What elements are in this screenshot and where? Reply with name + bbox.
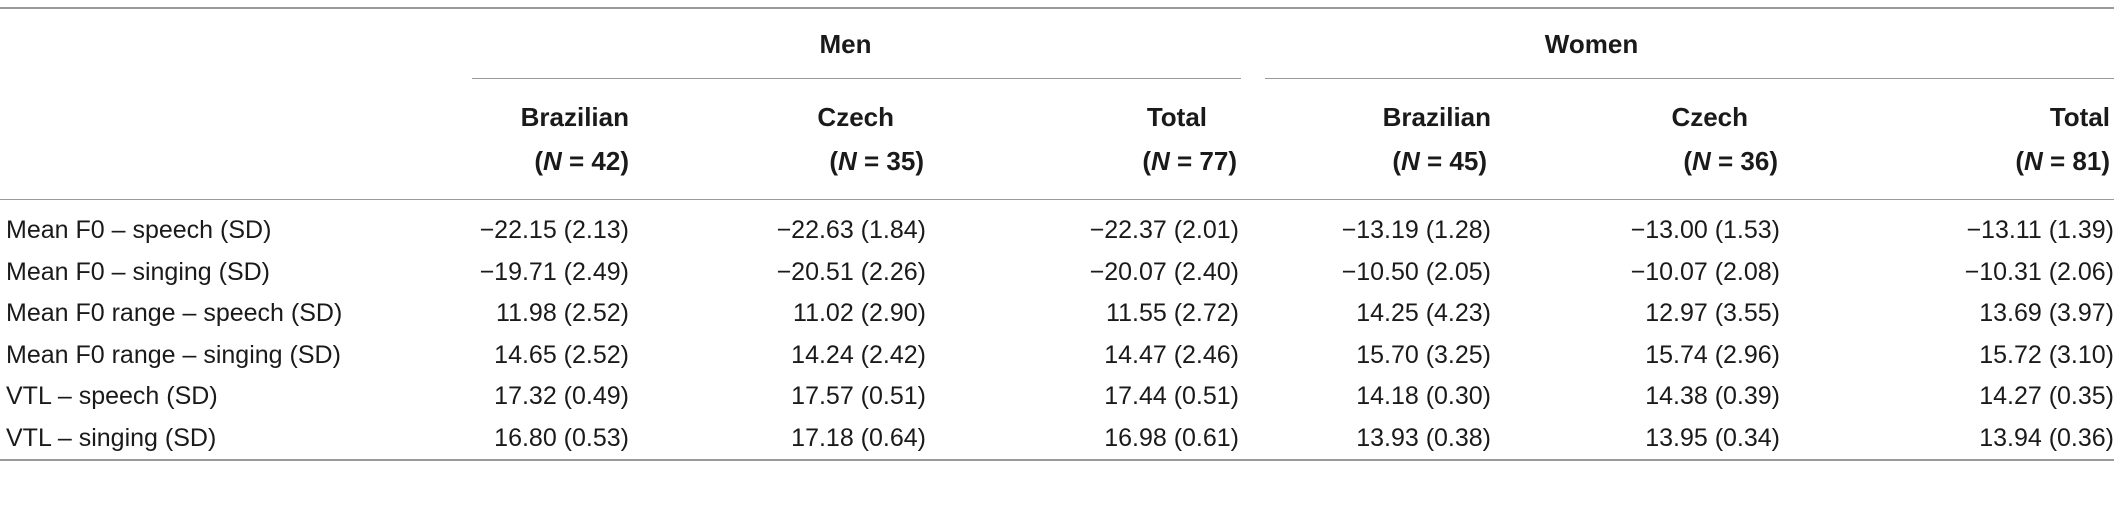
table-cell: 13.93 (0.38) bbox=[1356, 423, 1492, 452]
table-cell: −22.63 (1.84) bbox=[776, 216, 926, 245]
table-cell: 13.95 (0.34) bbox=[1645, 423, 1781, 452]
table-cell: −22.15 (2.13) bbox=[479, 216, 629, 245]
table-cell: −10.31 (2.06) bbox=[1964, 257, 2115, 286]
gap-cell bbox=[1239, 200, 1339, 252]
group-header-women: Women bbox=[1265, 8, 2115, 79]
table-cell: −13.11 (1.39) bbox=[1966, 216, 2115, 245]
table-cell: 16.98 (0.61) bbox=[1104, 423, 1240, 452]
table-row: VTL – singing (SD) 16.80 (0.53) 17.18 (0… bbox=[0, 418, 2114, 461]
gap-cell bbox=[1239, 376, 1339, 418]
table-row: VTL – speech (SD) 17.32 (0.49) 17.57 (0.… bbox=[0, 376, 2114, 418]
column-name: Total bbox=[2049, 102, 2111, 132]
column-header-men-total: Total (N = 77) bbox=[926, 79, 1240, 200]
column-header-women-czech: Czech (N = 36) bbox=[1491, 79, 1781, 200]
table-cell: 14.27 (0.35) bbox=[1979, 382, 2115, 411]
table-cell: 16.80 (0.53) bbox=[494, 423, 629, 452]
table-cell: −22.37 (2.01) bbox=[1089, 216, 1240, 245]
group-men-label: Men bbox=[819, 28, 872, 59]
table-cell: −20.51 (2.26) bbox=[776, 257, 926, 286]
table-cell: 17.18 (0.64) bbox=[791, 423, 926, 452]
gap-cell bbox=[1239, 335, 1339, 377]
row-label: VTL – singing (SD) bbox=[6, 423, 217, 452]
table-row: Mean F0 range – singing (SD) 14.65 (2.52… bbox=[0, 335, 2114, 377]
table-cell: 13.94 (0.36) bbox=[1979, 423, 2115, 452]
row-label: Mean F0 – speech (SD) bbox=[6, 216, 272, 245]
column-name: Czech bbox=[817, 102, 894, 132]
table-cell: 14.18 (0.30) bbox=[1356, 382, 1492, 411]
table-cell: 11.02 (2.90) bbox=[793, 299, 926, 328]
table-cell: −13.00 (1.53) bbox=[1630, 216, 1781, 245]
empty-label-header bbox=[0, 79, 452, 200]
table-cell: 17.44 (0.51) bbox=[1104, 382, 1240, 411]
group-women-label: Women bbox=[1544, 28, 1639, 59]
column-header-men-czech: Czech (N = 35) bbox=[629, 79, 926, 200]
column-n: (N = 81) bbox=[2015, 146, 2111, 176]
table-cell: −19.71 (2.49) bbox=[479, 257, 629, 286]
table-cell: 14.38 (0.39) bbox=[1645, 382, 1781, 411]
gap-cell bbox=[1239, 252, 1339, 294]
table-cell: 15.74 (2.96) bbox=[1645, 340, 1781, 369]
column-n: (N = 77) bbox=[1142, 146, 1238, 176]
table-cell: 17.32 (0.49) bbox=[494, 382, 629, 411]
group-women-rule bbox=[1265, 78, 2115, 79]
gap-cell bbox=[1239, 418, 1339, 461]
table-cell: 11.98 (2.52) bbox=[496, 299, 629, 328]
table-cell: −13.19 (1.28) bbox=[1341, 216, 1492, 245]
table-cell: 14.25 (4.23) bbox=[1356, 299, 1492, 328]
column-n: (N = 36) bbox=[1683, 146, 1779, 176]
column-n: (N = 35) bbox=[829, 146, 924, 176]
column-header-women-brazilian: Brazilian (N = 45) bbox=[1339, 79, 1492, 200]
column-header-men-brazilian: Brazilian (N = 42) bbox=[452, 79, 629, 200]
table-row: Mean F0 – speech (SD) −22.15 (2.13) −22.… bbox=[0, 200, 2114, 252]
table-cell: 12.97 (3.55) bbox=[1645, 299, 1781, 328]
table-cell: −10.07 (2.08) bbox=[1630, 257, 1781, 286]
empty-corner-cell bbox=[0, 8, 452, 79]
row-label: Mean F0 – singing (SD) bbox=[6, 257, 271, 286]
row-label: VTL – speech (SD) bbox=[6, 382, 218, 411]
column-name: Total bbox=[1146, 102, 1208, 132]
table-cell: 14.47 (2.46) bbox=[1104, 340, 1240, 369]
group-header-row: Men Women bbox=[0, 8, 2115, 79]
table-row: Mean F0 – singing (SD) −19.71 (2.49) −20… bbox=[0, 252, 2114, 294]
column-name: Czech bbox=[1671, 102, 1749, 132]
data-table: Men Women Brazilian (N = 42) Czech (N = … bbox=[0, 7, 2115, 461]
table-cell: 17.57 (0.51) bbox=[791, 382, 926, 411]
column-header-women-total: Total (N = 81) bbox=[1780, 79, 2115, 200]
table-row: Mean F0 range – speech (SD) 11.98 (2.52)… bbox=[0, 293, 2114, 335]
group-gap-cell bbox=[1239, 8, 1339, 79]
table-cell: 15.70 (3.25) bbox=[1356, 340, 1492, 369]
column-gap-header bbox=[1239, 79, 1340, 200]
gap-cell bbox=[1239, 293, 1339, 335]
table-cell: 11.55 (2.72) bbox=[1106, 299, 1240, 328]
row-label: Mean F0 range – singing (SD) bbox=[6, 340, 341, 369]
row-label: Mean F0 range – speech (SD) bbox=[6, 299, 343, 328]
column-name: Brazilian bbox=[1382, 102, 1492, 132]
table-cell: 13.69 (3.97) bbox=[1979, 299, 2115, 328]
column-name: Brazilian bbox=[520, 102, 629, 132]
group-header-men: Men bbox=[452, 8, 1242, 79]
table-cell: −20.07 (2.40) bbox=[1089, 257, 1240, 286]
table-cell: 14.24 (2.42) bbox=[791, 340, 926, 369]
column-header-row: Brazilian (N = 42) Czech (N = 35) Total … bbox=[0, 79, 2115, 200]
column-n: (N = 45) bbox=[1392, 146, 1488, 176]
table-cell: 15.72 (3.10) bbox=[1979, 340, 2115, 369]
table-cell: −10.50 (2.05) bbox=[1341, 257, 1492, 286]
group-men-rule bbox=[472, 78, 1242, 79]
column-n: (N = 42) bbox=[534, 146, 629, 176]
table-cell: 14.65 (2.52) bbox=[494, 340, 629, 369]
